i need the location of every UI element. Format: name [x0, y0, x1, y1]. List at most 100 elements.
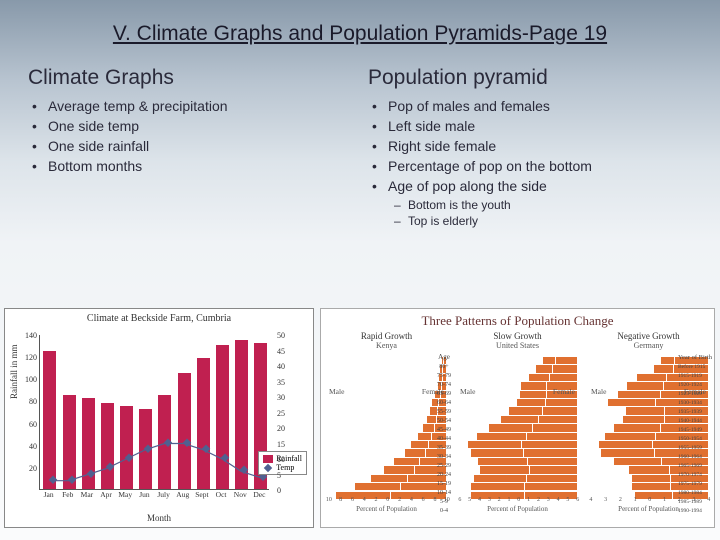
x-tick-month: Aug: [176, 490, 189, 499]
pyramid-bar-female: [543, 407, 577, 414]
climate-chart: Climate at Beckside Farm, Cumbria Rainfa…: [4, 308, 314, 528]
age-label: 65-69: [437, 390, 451, 399]
age-label: 55-59: [437, 408, 451, 417]
pyramid-x-tick: 2: [498, 497, 501, 503]
pyramid-x-tick: 3: [604, 497, 607, 503]
year-label: 1950-1954: [678, 435, 712, 444]
y-tick-left: 40: [23, 442, 37, 451]
x-tick-month: May: [118, 490, 132, 499]
pyramid-x-tick: 6: [351, 497, 354, 503]
pyramid-bar-female: [524, 449, 577, 456]
age-label: 0-4: [437, 507, 451, 516]
right-bullet-item: Pop of males and females: [368, 98, 720, 114]
age-label: 20-24: [437, 471, 451, 480]
pyramid-bar-male: [489, 424, 532, 431]
pyramid-x-tick: 5: [468, 497, 471, 503]
pyramid-bar-male: [430, 407, 437, 414]
male-label: Male: [329, 387, 344, 396]
age-label: 15-19: [437, 480, 451, 489]
x-tick-month: Feb: [62, 490, 73, 499]
y-tick-right: 10: [277, 455, 291, 464]
pyramid-bar-male: [536, 365, 552, 372]
x-tick-month: July: [157, 490, 170, 499]
pyramid-bar-male: [501, 416, 538, 423]
pyramid-panel: Rapid GrowthKenyaMaleFemalePercent of Po…: [321, 331, 452, 523]
pyramid-bar-female: [539, 416, 577, 423]
pyramid-x-tick: 4: [557, 497, 560, 503]
age-header: Age: [437, 353, 451, 362]
y-tick-right: 5: [277, 471, 291, 480]
left-bullet-item: Bottom months: [28, 158, 360, 174]
pyramid-bar-male: [478, 458, 527, 465]
pyramid-bar-male: [661, 357, 674, 364]
pyramid-subtitle: Negative Growth: [583, 331, 714, 341]
left-bullet-item: Average temp & precipitation: [28, 98, 360, 114]
y-tick-right: 45: [277, 347, 291, 356]
x-tick-month: Jun: [139, 490, 149, 499]
y-tick-left: 20: [23, 464, 37, 473]
x-tick-month: Nov: [234, 490, 247, 499]
pyramid-bar-male: [384, 466, 414, 473]
pyramid-subtitle: Slow Growth: [452, 331, 583, 341]
pyramid-x-label: Percent of Population: [452, 505, 583, 513]
pyramid-bar-male: [529, 374, 550, 381]
pyramid-country: Kenya: [321, 341, 452, 350]
pyramid-body: [327, 357, 446, 499]
legend-rain-swatch: [263, 455, 273, 463]
year-label: 1975-1979: [678, 480, 712, 489]
y-tick-right: 25: [277, 409, 291, 418]
y-tick-right: 15: [277, 440, 291, 449]
year-label: 1980-1984: [678, 489, 712, 498]
pyramid-bar-male: [427, 416, 436, 423]
age-labels-column: Age 80+75-7970-7465-6960-6455-5950-5445-…: [437, 353, 451, 516]
pyramid-bar-male: [614, 424, 660, 431]
age-label: 40-44: [437, 435, 451, 444]
pyramid-bar-male: [355, 483, 400, 490]
pyramid-bar-female: [522, 441, 577, 448]
age-label: 5-9: [437, 498, 451, 507]
pyramid-x-tick: 3: [547, 497, 550, 503]
x-tick-month: Apr: [100, 490, 112, 499]
pyramid-bar-male: [627, 382, 663, 389]
y-tick-right: 30: [277, 393, 291, 402]
right-bullet-item: Percentage of pop on the bottom: [368, 158, 720, 174]
pyramid-x-tick: 2: [537, 497, 540, 503]
right-bullets: Pop of males and femalesLeft side maleRi…: [368, 98, 720, 194]
pyramid-country: Germany: [583, 341, 714, 350]
left-bullet-item: One side temp: [28, 118, 360, 134]
pyramid-bar-male: [601, 449, 654, 456]
left-heading: Climate Graphs: [28, 66, 360, 90]
climate-x-label: Month: [5, 513, 313, 523]
temp-line: [40, 335, 269, 489]
x-tick-month: Jan: [44, 490, 54, 499]
x-tick-month: Oct: [216, 490, 227, 499]
year-label: 1925-1929: [678, 390, 712, 399]
right-sub-bullets: Bottom is the youthTop is elderly: [368, 198, 720, 228]
population-pyramids: Three Patterns of Population Change Rapi…: [320, 308, 715, 528]
pyramid-x-tick: 6: [422, 497, 425, 503]
year-label: 1945-1949: [678, 426, 712, 435]
climate-chart-title: Climate at Beckside Farm, Cumbria: [5, 309, 313, 324]
pyramid-bar-male: [637, 374, 665, 381]
pyramid-body: [458, 357, 577, 499]
pyramid-x-tick: 0: [648, 497, 651, 503]
age-label: 45-49: [437, 426, 451, 435]
climate-plot-area: [39, 335, 269, 490]
female-label: Female: [553, 387, 575, 396]
y-tick-right: 40: [277, 362, 291, 371]
pyramid-bar-male: [471, 483, 524, 490]
pyramid-x-tick: 4: [478, 497, 481, 503]
pyramids-grid: Rapid GrowthKenyaMaleFemalePercent of Po…: [321, 331, 714, 523]
right-sub-bullet-item: Bottom is the youth: [390, 198, 720, 212]
age-label: 25-29: [437, 462, 451, 471]
pyramid-x-tick: 8: [339, 497, 342, 503]
pyramid-bar-male: [521, 382, 546, 389]
y-tick-right: 35: [277, 378, 291, 387]
pyramid-bar-male: [632, 483, 670, 490]
pyramid-x-tick: 4: [589, 497, 592, 503]
pyramid-x-tick: 6: [458, 497, 461, 503]
legend-temp-swatch: [264, 463, 272, 471]
year-header: Year of Birth: [678, 353, 712, 362]
y-tick-left: 120: [23, 353, 37, 362]
age-label: 75-79: [437, 372, 451, 381]
